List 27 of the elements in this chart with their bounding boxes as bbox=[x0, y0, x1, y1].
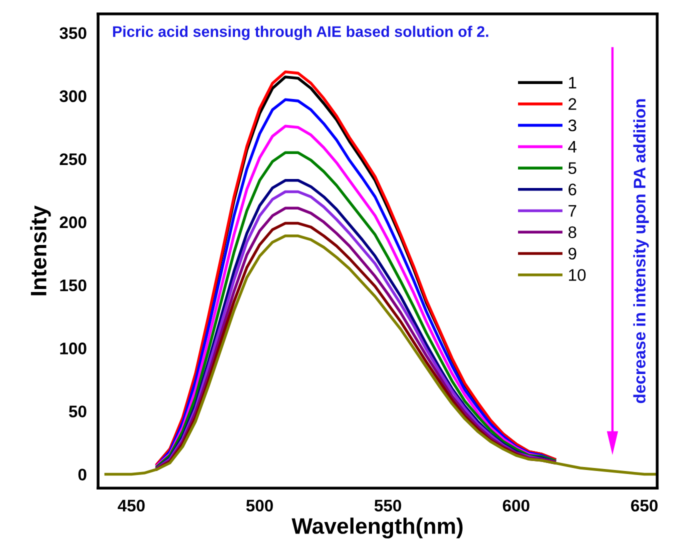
y-tick-label: 0 bbox=[78, 468, 86, 480]
y-tick-label: 350 bbox=[60, 27, 86, 40]
legend-label: 9 bbox=[568, 248, 576, 260]
legend-label: 1 bbox=[569, 76, 576, 88]
legend-label: 10 bbox=[569, 269, 586, 281]
legend-label: 6 bbox=[568, 184, 576, 196]
y-tick-label: 50 bbox=[68, 406, 86, 418]
y-tick-label: 150 bbox=[60, 279, 86, 292]
legend-label: 8 bbox=[568, 226, 576, 238]
legend-label: 3 bbox=[568, 120, 576, 132]
x-tick-label: 500 bbox=[246, 500, 273, 512]
text: Picric acid sensing through AIE based solution of 2. bbox=[113, 26, 488, 40]
annotation: decrease in intensity upon PA addition bbox=[633, 99, 649, 404]
x-tick-label: 650 bbox=[631, 500, 658, 512]
x-axis-title: Wavelength(nm) bbox=[292, 518, 463, 538]
y-tick-label: 250 bbox=[60, 153, 86, 166]
legend-label: 5 bbox=[568, 162, 576, 174]
legend-label: 2 bbox=[568, 98, 576, 110]
legend-label: 7 bbox=[568, 205, 576, 217]
y-tick-label: 100 bbox=[60, 342, 86, 354]
legend-label: 4 bbox=[568, 141, 577, 153]
y-tick-label: 300 bbox=[60, 90, 86, 102]
x-tick-label: 550 bbox=[374, 500, 402, 512]
x-tick-label: 600 bbox=[502, 500, 530, 512]
y-axis-title: Intensity bbox=[30, 205, 51, 296]
y-tick-label: 200 bbox=[60, 216, 86, 228]
x-tick-label: 450 bbox=[118, 500, 145, 512]
